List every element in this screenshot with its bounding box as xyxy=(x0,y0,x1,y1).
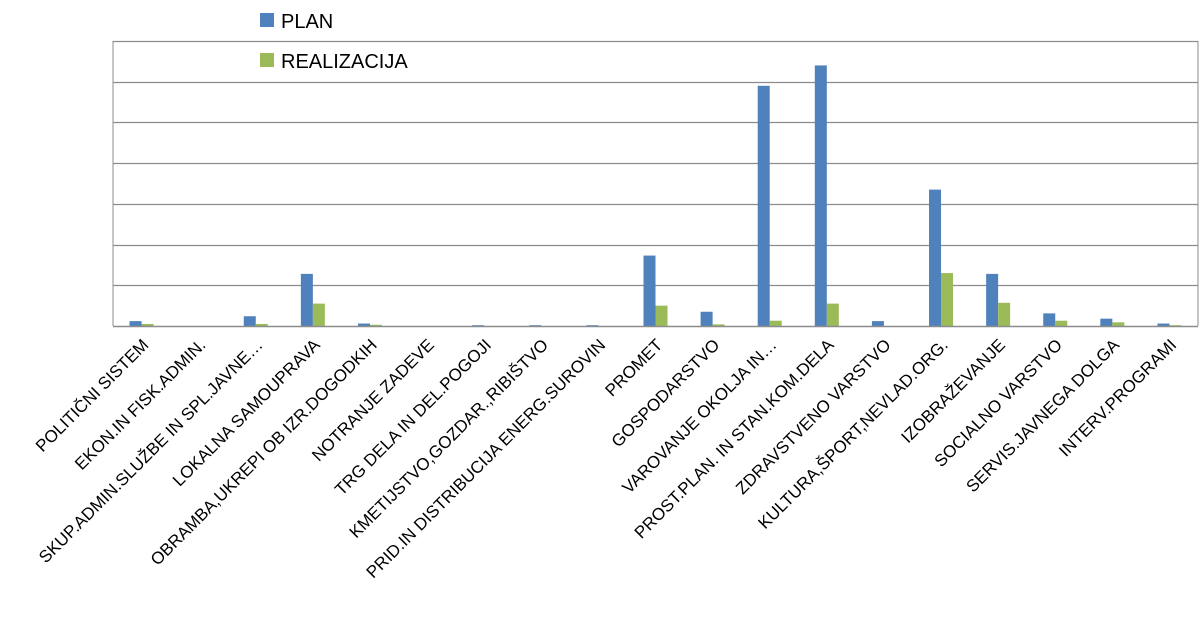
bar-plan xyxy=(929,189,942,326)
bar-realizacija xyxy=(941,273,954,326)
bar-plan xyxy=(986,273,999,326)
plot-area xyxy=(112,41,1199,326)
legend-label-plan: PLAN xyxy=(281,11,333,33)
bars xyxy=(129,65,1182,327)
bar-realizacija xyxy=(998,302,1011,326)
gridlines xyxy=(113,40,1198,287)
bar-plan xyxy=(814,65,827,327)
legend: PLAN REALIZACIJA xyxy=(260,11,408,73)
bar-plan xyxy=(357,323,370,326)
bar-plan xyxy=(1157,323,1170,326)
bar-plan xyxy=(700,311,713,326)
legend-swatch-realizacija xyxy=(260,53,274,67)
bar-realizacija xyxy=(255,323,268,326)
bar-realizacija xyxy=(369,324,382,326)
bar-plan xyxy=(1043,313,1056,326)
legend-label-realizacija: REALIZACIJA xyxy=(281,51,408,73)
bar-plan xyxy=(129,321,142,326)
bar-plan xyxy=(871,321,884,326)
legend-swatch-plan xyxy=(260,13,274,27)
bar-plan xyxy=(1100,318,1113,326)
x-tick-label: GOSPODARSTVO xyxy=(608,335,724,451)
bar-realizacija xyxy=(312,303,325,326)
bar-realizacija xyxy=(712,324,725,326)
bar-realizacija xyxy=(141,323,154,326)
x-tick-label: POLITIČNI SISTEM xyxy=(32,335,152,455)
bar-plan xyxy=(643,255,656,326)
bar-plan xyxy=(757,85,770,326)
bar-plan xyxy=(586,325,599,326)
bar-realizacija xyxy=(655,305,668,326)
bar-plan xyxy=(529,325,542,326)
bar-plan xyxy=(300,273,313,326)
bar-plan xyxy=(243,316,256,326)
bar-realizacija xyxy=(1055,320,1068,326)
x-tick-label: SKUP.ADMIN.SLUŽBE IN SPL.JAVNE… xyxy=(35,335,266,566)
bar-plan xyxy=(472,325,485,326)
bar-realizacija xyxy=(1112,322,1125,326)
bar-realizacija xyxy=(769,320,782,326)
bar-realizacija xyxy=(826,303,839,326)
x-tick-label: IZOBRAŽEVANJE xyxy=(898,335,1009,446)
x-tick-label: KMETIJSTVO,GOZDAR.,RIBIŠTVO xyxy=(346,335,552,541)
bar-realizacija xyxy=(1169,325,1182,326)
x-tick-label: PROST.PLAN. IN STAN.KOM.DELA xyxy=(631,335,838,542)
